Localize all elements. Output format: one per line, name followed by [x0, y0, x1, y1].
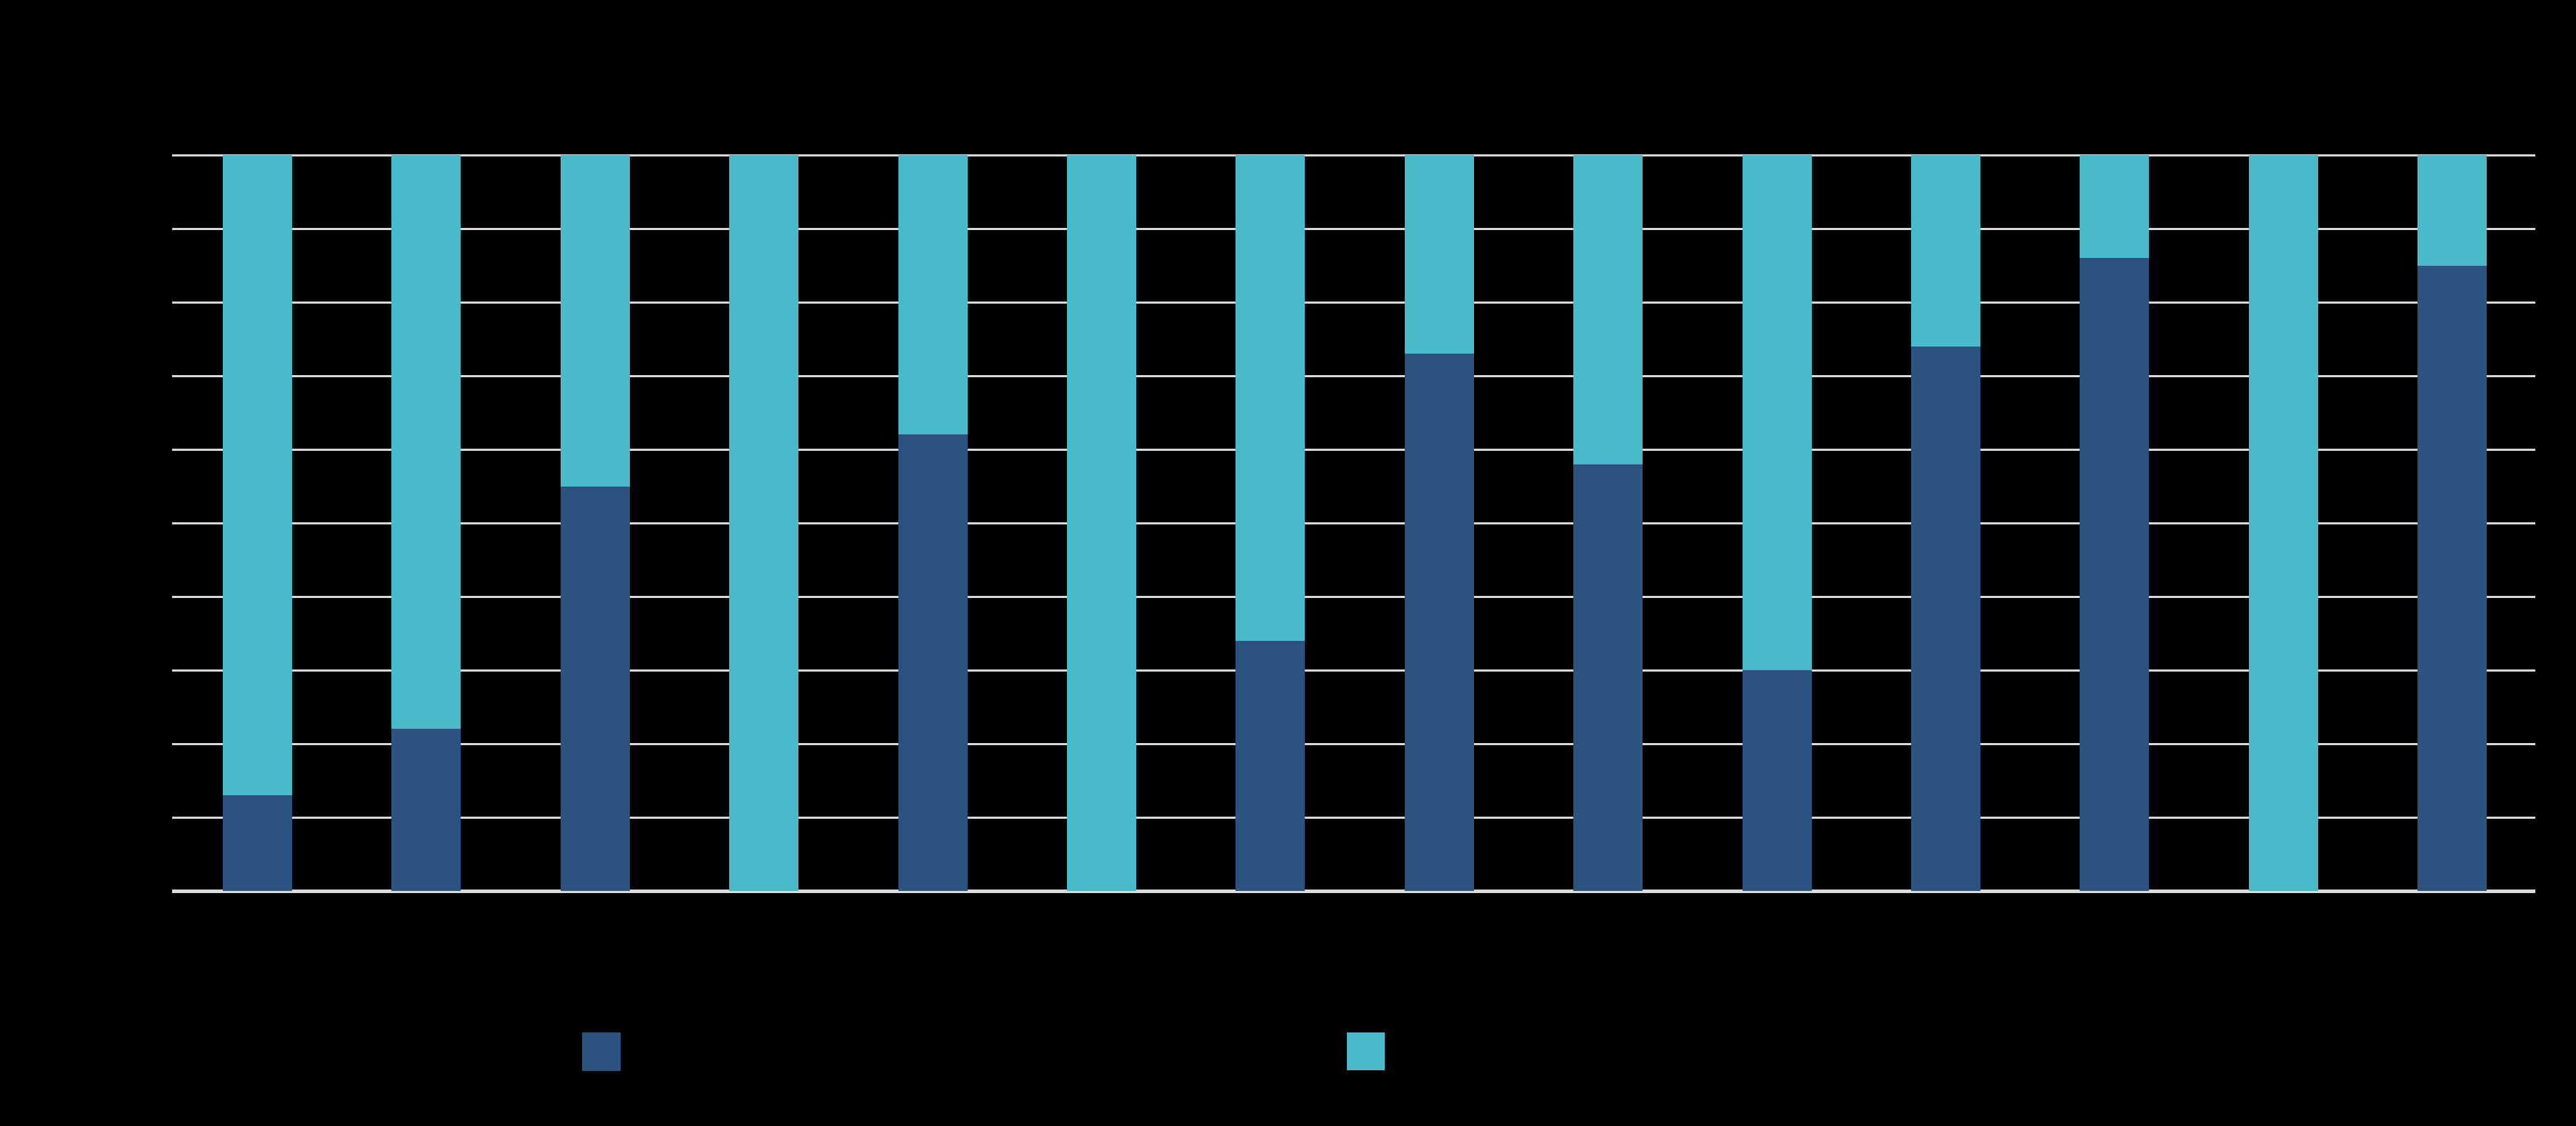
bar-segment-dark-blue: [560, 486, 630, 891]
bar-segment-cyan: [1911, 155, 1980, 347]
gridline: [172, 522, 2535, 524]
bar-group: [2417, 155, 2487, 891]
bar-segment-cyan: [898, 155, 968, 435]
gridline: [172, 669, 2535, 672]
bar-group: [1404, 155, 1474, 891]
bar-group: [223, 155, 292, 891]
bar-segment-dark-blue: [1742, 670, 1812, 891]
bar-segment-cyan: [391, 155, 461, 729]
bar-segment-cyan: [1573, 155, 1643, 464]
bar-group: [2080, 155, 2150, 891]
bar-segment-cyan: [223, 155, 292, 796]
gridline: [172, 817, 2535, 819]
legend-swatch-cyan: [1347, 1032, 1385, 1070]
bar-segment-dark-blue: [391, 729, 461, 891]
bar-segment-dark-blue: [223, 795, 292, 891]
bar-group: [898, 155, 968, 891]
bar-segment-dark-blue: [2080, 258, 2150, 891]
gridline: [172, 228, 2535, 230]
bar-segment-cyan: [560, 155, 630, 487]
bar-segment-cyan: [2248, 155, 2318, 891]
bar-group: [1236, 155, 1305, 891]
bar-segment-cyan: [729, 155, 799, 891]
bar-group: [1742, 155, 1812, 891]
bar-segment-dark-blue: [1236, 640, 1305, 891]
gridline: [172, 302, 2535, 304]
bar-segment-cyan: [1067, 155, 1136, 891]
bar-group: [2248, 155, 2318, 891]
bar-segment-dark-blue: [898, 434, 968, 891]
gridline: [172, 743, 2535, 745]
gridline: [172, 449, 2535, 451]
bar-segment-cyan: [2417, 155, 2487, 266]
gridline: [172, 596, 2535, 598]
gridline: [172, 154, 2535, 156]
x-axis-line: [172, 890, 2535, 893]
bar-segment-dark-blue: [2417, 265, 2487, 891]
bar-segment-cyan: [1742, 155, 1812, 670]
bar-group: [1067, 155, 1136, 891]
bar-segment-cyan: [1236, 155, 1305, 641]
bar-group: [1911, 155, 1980, 891]
bar-group: [1573, 155, 1643, 891]
bar-segment-cyan: [1404, 155, 1474, 354]
bar-group: [560, 155, 630, 891]
bar-segment-cyan: [2080, 155, 2150, 259]
legend-swatch-dark-blue: [582, 1032, 621, 1071]
bar-segment-dark-blue: [1911, 346, 1980, 891]
gridline: [172, 375, 2535, 377]
bar-group: [729, 155, 799, 891]
bar-segment-dark-blue: [1404, 354, 1474, 891]
plot-area: [172, 154, 2535, 893]
bar-segment-dark-blue: [1573, 464, 1643, 891]
bar-group: [391, 155, 461, 891]
